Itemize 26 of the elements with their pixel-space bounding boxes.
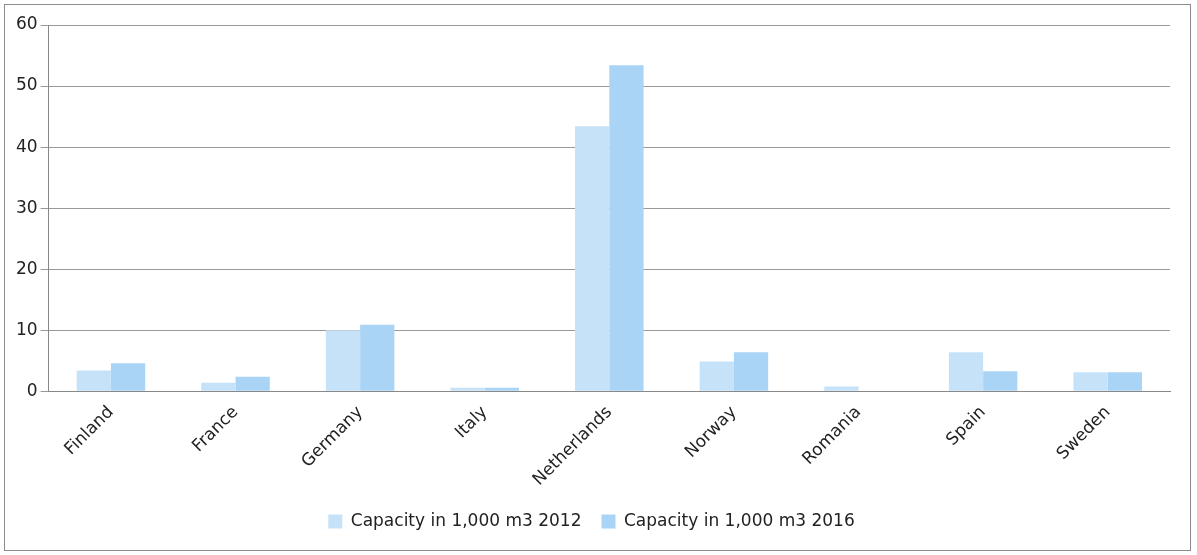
bar [824, 386, 859, 391]
bar [450, 387, 485, 391]
bar [1073, 372, 1108, 391]
bar [201, 382, 236, 391]
y-tick-label: 30 [15, 196, 38, 217]
y-tick-label: 50 [15, 74, 38, 95]
bar [733, 352, 769, 391]
y-tick-label: 60 [15, 13, 38, 34]
legend-label: Capacity in 1,000 m3 2012 [350, 509, 582, 530]
y-tick-label: 0 [26, 379, 38, 400]
bar [699, 361, 734, 391]
bar [609, 65, 644, 391]
bar [1107, 372, 1142, 391]
bar [325, 330, 361, 391]
bar [575, 126, 610, 391]
bar [360, 324, 395, 391]
bar [484, 387, 519, 391]
bar [235, 376, 270, 391]
bar [948, 352, 984, 391]
bar [983, 371, 1018, 391]
y-tick-label: 40 [15, 135, 38, 156]
y-tick-label: 10 [15, 318, 38, 339]
bar [76, 370, 111, 391]
bar [110, 363, 146, 391]
legend-label: Capacity in 1,000 m3 2016 [624, 509, 855, 530]
y-tick-label: 20 [15, 257, 38, 278]
